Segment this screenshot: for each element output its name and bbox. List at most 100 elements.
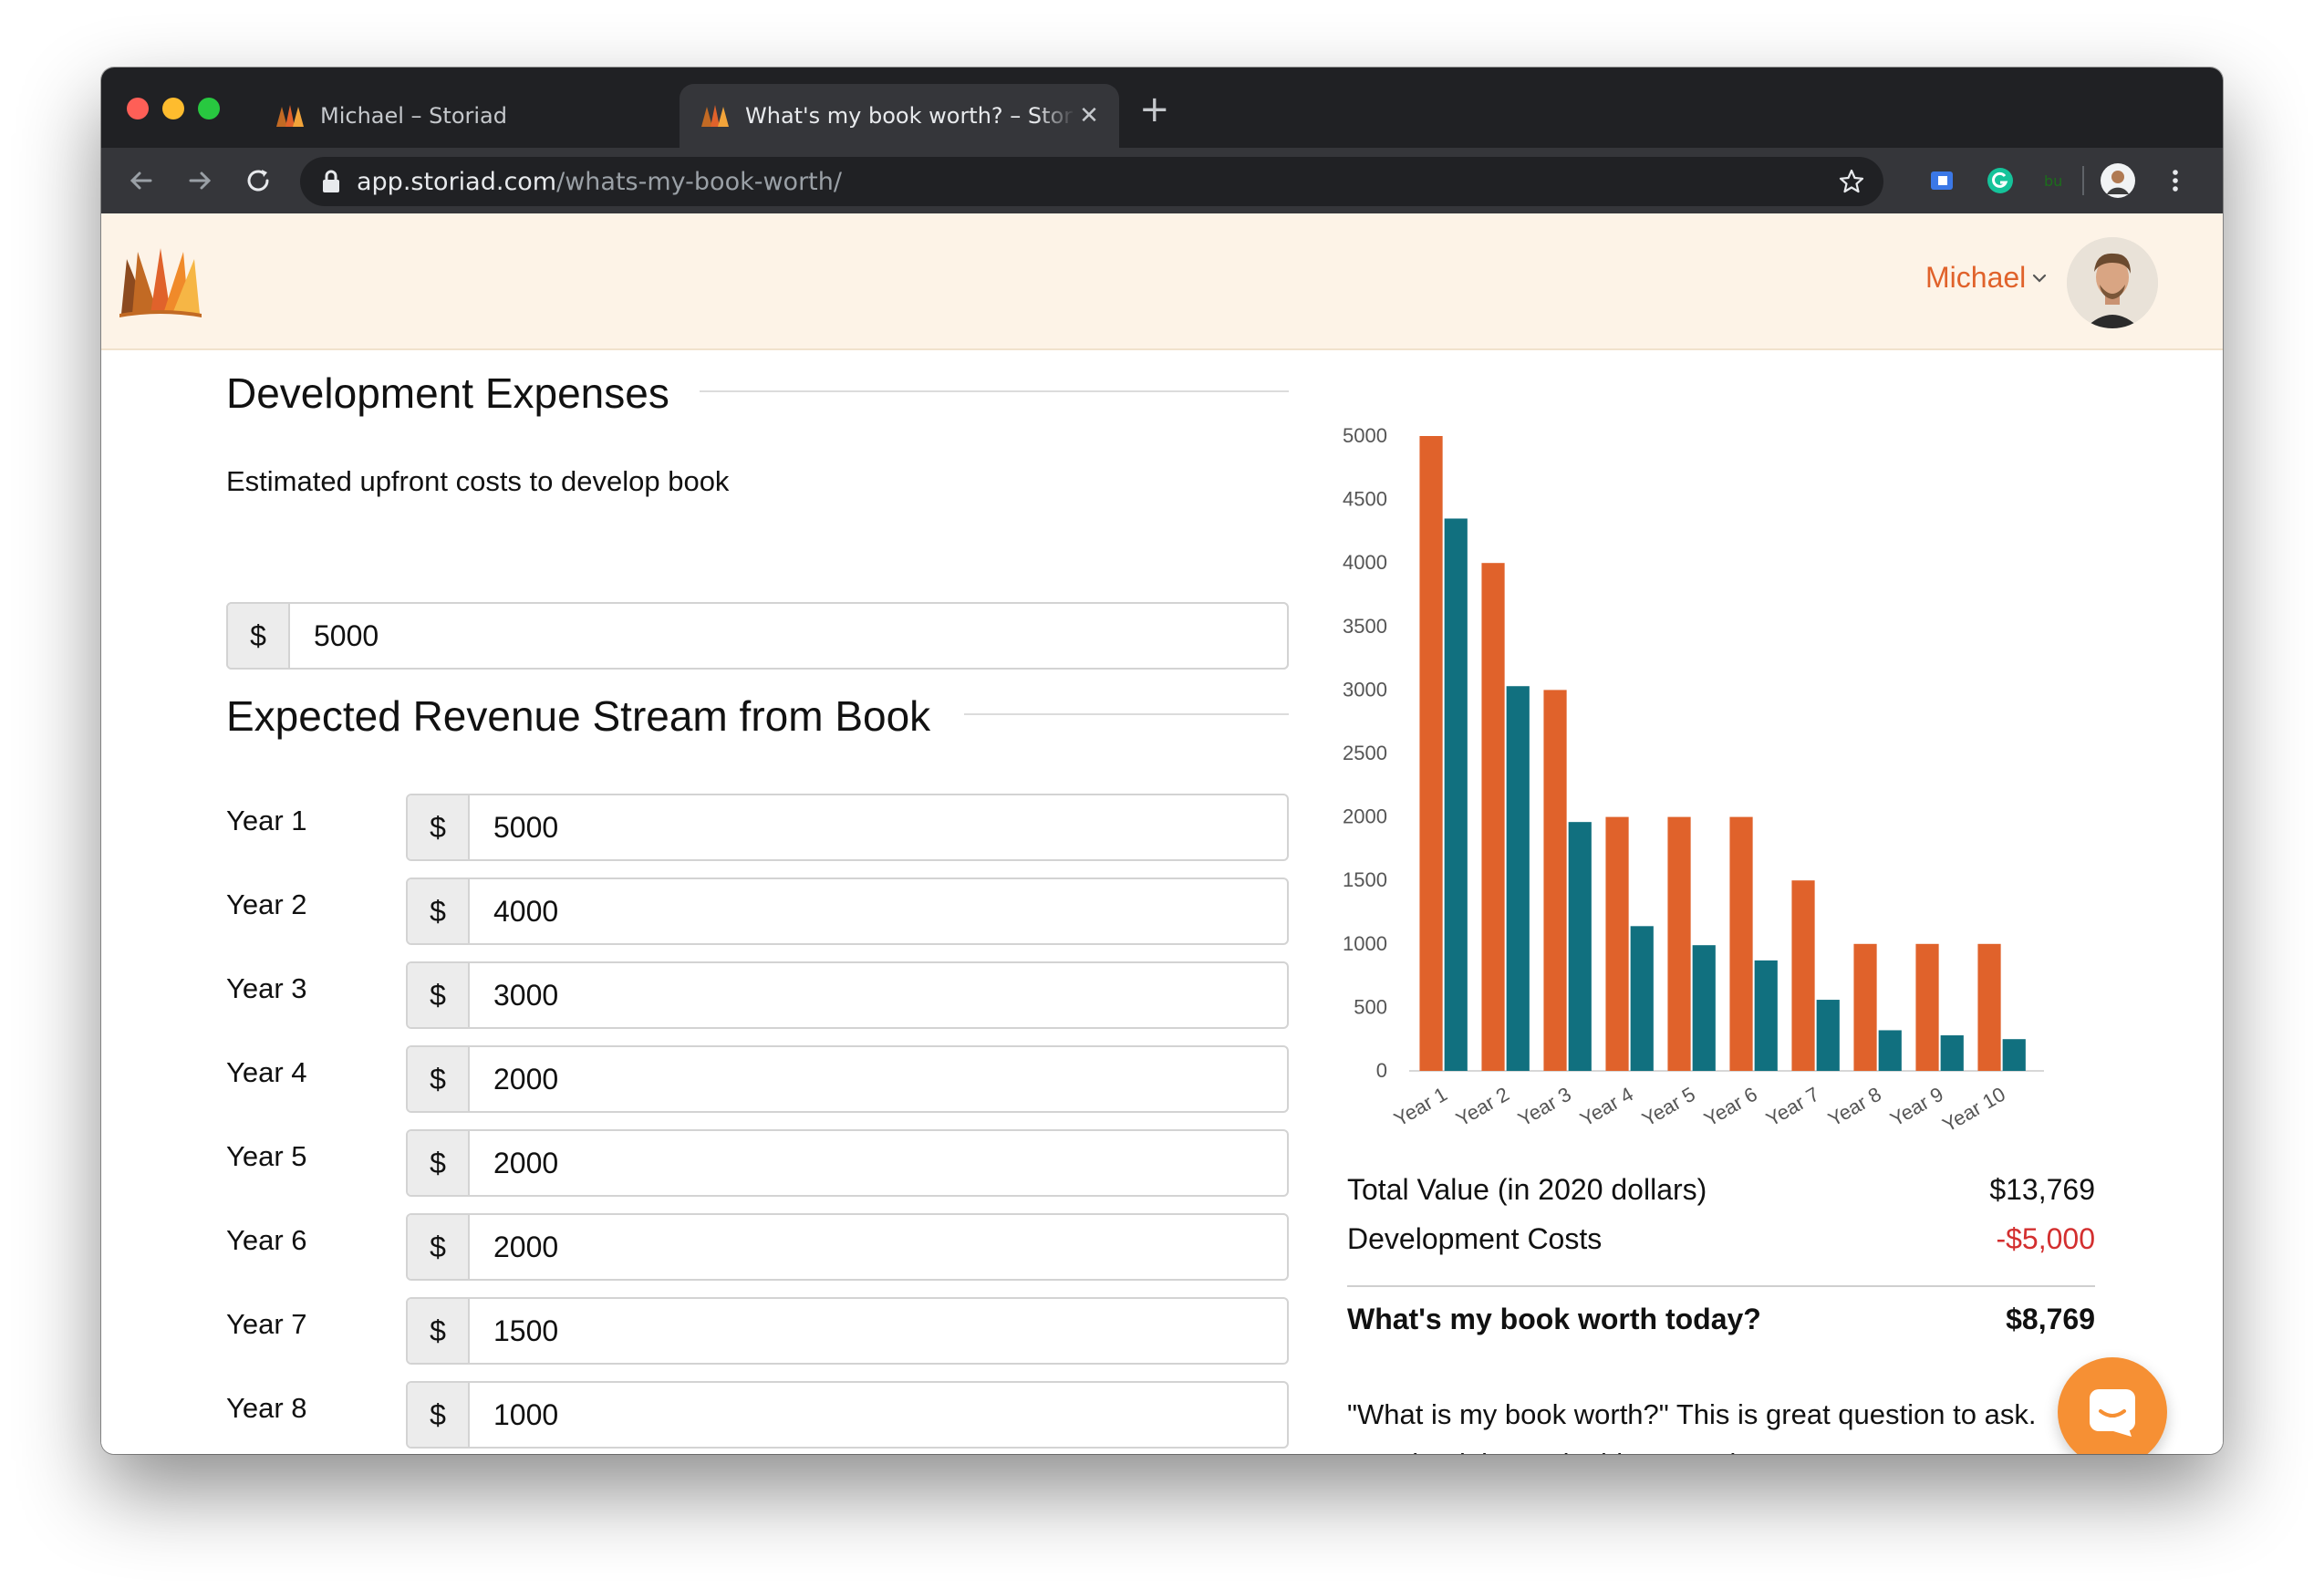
chevron-down-icon[interactable] <box>2029 268 2049 288</box>
x-tick-label: Year 5 <box>1638 1083 1699 1131</box>
year-2-field: $ <box>406 878 1289 945</box>
chat-widget-button[interactable] <box>2058 1357 2167 1454</box>
book-worth-row: What's my book worth today? $8,769 <box>1347 1303 2095 1348</box>
url-host: app.storiad.com <box>357 167 557 196</box>
bar-revenue-10[interactable] <box>1977 943 2001 1071</box>
bar-present-value-4[interactable] <box>1630 926 1654 1071</box>
currency-prefix: $ <box>228 604 290 668</box>
page-content: Michael Development Expenses Estimated u… <box>101 213 2223 1454</box>
year-8-input[interactable] <box>472 1383 1287 1447</box>
toolbar-divider <box>2082 166 2084 195</box>
year-3-input[interactable] <box>472 963 1287 1027</box>
year-8-label: Year 8 <box>226 1392 307 1424</box>
bar-revenue-5[interactable] <box>1667 816 1691 1071</box>
maximize-window-button[interactable] <box>198 98 220 119</box>
grammarly-icon[interactable] <box>1986 166 2015 195</box>
x-tick-label: Year 8 <box>1824 1083 1885 1131</box>
bar-revenue-8[interactable] <box>1853 943 1877 1071</box>
bar-present-value-1[interactable] <box>1444 518 1468 1071</box>
book-worth-description: "What is my book worth?" This is great q… <box>1347 1398 2066 1454</box>
bar-revenue-9[interactable] <box>1915 943 1939 1071</box>
storiad-logo-icon[interactable] <box>118 246 203 319</box>
buffer-icon[interactable]: bu <box>2042 166 2071 195</box>
x-tick-label: Year 3 <box>1514 1083 1575 1131</box>
currency-prefix: $ <box>408 1299 470 1363</box>
development-section-title: Development Expenses <box>226 369 669 417</box>
reload-icon[interactable] <box>240 162 276 199</box>
currency-prefix: $ <box>408 1131 470 1195</box>
storiad-favicon-icon <box>701 105 729 127</box>
avatar[interactable] <box>2067 237 2158 328</box>
year-2-input[interactable] <box>472 879 1287 943</box>
tab-close-icon[interactable]: ✕ <box>1079 102 1099 130</box>
revenue-bar-chart: 0 500 1000 1500 2000 2500 3000 3500 4000 4500 5000… <box>1343 424 2044 1137</box>
x-tick-label: Year 2 <box>1452 1083 1513 1131</box>
year-6-label: Year 6 <box>226 1224 307 1256</box>
new-tab-button[interactable]: + <box>1139 88 1170 130</box>
book-worth-label: What's my book worth today? <box>1347 1303 1761 1335</box>
y-tick-label: 2000 <box>1343 805 1387 828</box>
y-tick-label: 5000 <box>1343 424 1387 447</box>
year-5-input[interactable] <box>472 1131 1287 1195</box>
bar-revenue-6[interactable] <box>1729 816 1753 1071</box>
user-menu-label[interactable]: Michael <box>1925 261 2027 294</box>
y-tick-label: 3000 <box>1343 678 1387 701</box>
bar-revenue-4[interactable] <box>1605 816 1629 1071</box>
back-icon[interactable] <box>123 162 160 199</box>
development-costs-row: Development Costs -$5,000 <box>1347 1222 2095 1268</box>
year-7-field: $ <box>406 1297 1289 1365</box>
total-value-label: Total Value (in 2020 dollars) <box>1347 1173 1707 1206</box>
forward-icon[interactable] <box>182 162 218 199</box>
currency-prefix: $ <box>408 1383 470 1447</box>
browser-window: Michael – Storiad ✕ What's my book worth… <box>101 68 2223 1454</box>
bar-present-value-9[interactable] <box>1940 1035 1964 1071</box>
y-tick-label: 1000 <box>1343 932 1387 955</box>
year-4-input[interactable] <box>472 1047 1287 1111</box>
extension-icon[interactable] <box>1927 166 1956 195</box>
y-tick-label: 0 <box>1376 1059 1387 1082</box>
y-tick-label: 500 <box>1354 995 1387 1018</box>
kebab-menu-icon[interactable] <box>2161 166 2190 195</box>
x-tick-label: Year 10 <box>1938 1083 2008 1137</box>
year-4-label: Year 4 <box>226 1056 307 1088</box>
book-worth-amount: $8,769 <box>2006 1303 2095 1335</box>
tab-whats-my-book-worth[interactable]: What's my book worth? – Storiad ✕ <box>680 84 1119 148</box>
summary-divider <box>1347 1285 2095 1287</box>
upfront-costs-input[interactable] <box>292 604 1287 668</box>
year-3-field: $ <box>406 961 1289 1029</box>
year-6-input[interactable] <box>472 1215 1287 1279</box>
year-1-input[interactable] <box>472 795 1287 859</box>
upfront-costs-field: $ <box>226 602 1289 670</box>
bar-revenue-3[interactable] <box>1543 690 1567 1071</box>
bar-revenue-7[interactable] <box>1791 880 1815 1071</box>
bookmark-star-icon[interactable] <box>1838 168 1865 195</box>
year-7-input[interactable] <box>472 1299 1287 1363</box>
x-tick-label: Year 7 <box>1762 1083 1823 1131</box>
year-3-label: Year 3 <box>226 972 307 1004</box>
y-tick-label: 4000 <box>1343 551 1387 574</box>
section-divider <box>700 390 1289 392</box>
x-tick-label: Year 1 <box>1390 1083 1451 1131</box>
address-bar[interactable]: app.storiad.com /whats-my-book-worth/ <box>300 157 1883 206</box>
tab-michael-storiad[interactable]: Michael – Storiad ✕ <box>254 84 774 148</box>
close-window-button[interactable] <box>127 98 149 119</box>
revenue-section-title: Expected Revenue Stream from Book <box>226 692 931 740</box>
bar-revenue-2[interactable] <box>1481 563 1505 1071</box>
bar-revenue-1[interactable] <box>1419 436 1443 1071</box>
year-7-label: Year 7 <box>226 1308 307 1340</box>
bar-present-value-7[interactable] <box>1816 1000 1840 1071</box>
year-5-field: $ <box>406 1129 1289 1197</box>
profile-icon[interactable] <box>2101 163 2135 198</box>
bar-present-value-6[interactable] <box>1754 960 1778 1071</box>
bar-present-value-3[interactable] <box>1568 822 1592 1071</box>
bar-present-value-5[interactable] <box>1692 945 1716 1071</box>
user-avatar-icon <box>2067 237 2158 328</box>
bar-present-value-10[interactable] <box>2002 1039 2026 1071</box>
year-1-field: $ <box>406 794 1289 861</box>
development-costs-label: Development Costs <box>1347 1222 1603 1255</box>
year-5-label: Year 5 <box>226 1140 307 1172</box>
minimize-window-button[interactable] <box>162 98 184 119</box>
section-divider <box>964 713 1289 715</box>
bar-present-value-2[interactable] <box>1506 686 1530 1071</box>
bar-present-value-8[interactable] <box>1878 1030 1902 1071</box>
